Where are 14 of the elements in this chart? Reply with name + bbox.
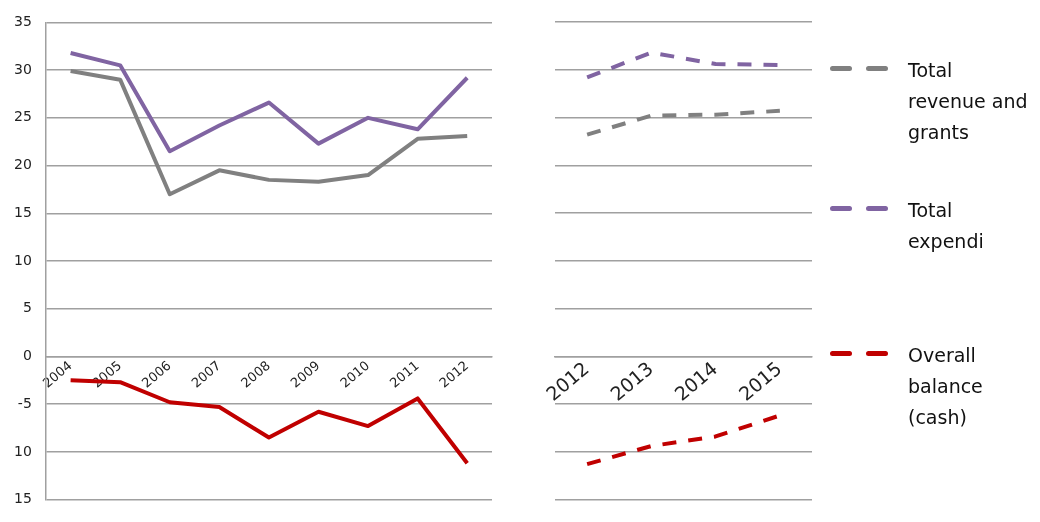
y-tick-label: 10 (13, 251, 32, 268)
y-tick-label: -5 (17, 394, 32, 411)
y-tick-label: 20 (13, 156, 32, 173)
y-tick-label: 5 (22, 299, 32, 316)
y-tick-label: 30 (13, 60, 32, 77)
legend-label: Overall balance (cash) (908, 343, 984, 430)
y-tick-label: 0 (22, 347, 32, 364)
y-tick-label: 10 (13, 442, 32, 459)
y-tick-label: 25 (13, 108, 32, 125)
y-tick-label: 15 (13, 490, 32, 507)
legend-label: Total expendi (908, 198, 985, 254)
y-tick-label: 15 (13, 203, 32, 220)
y-tick-label: 35 (13, 13, 32, 30)
legend-label: Total revenue and grants (908, 58, 1028, 145)
